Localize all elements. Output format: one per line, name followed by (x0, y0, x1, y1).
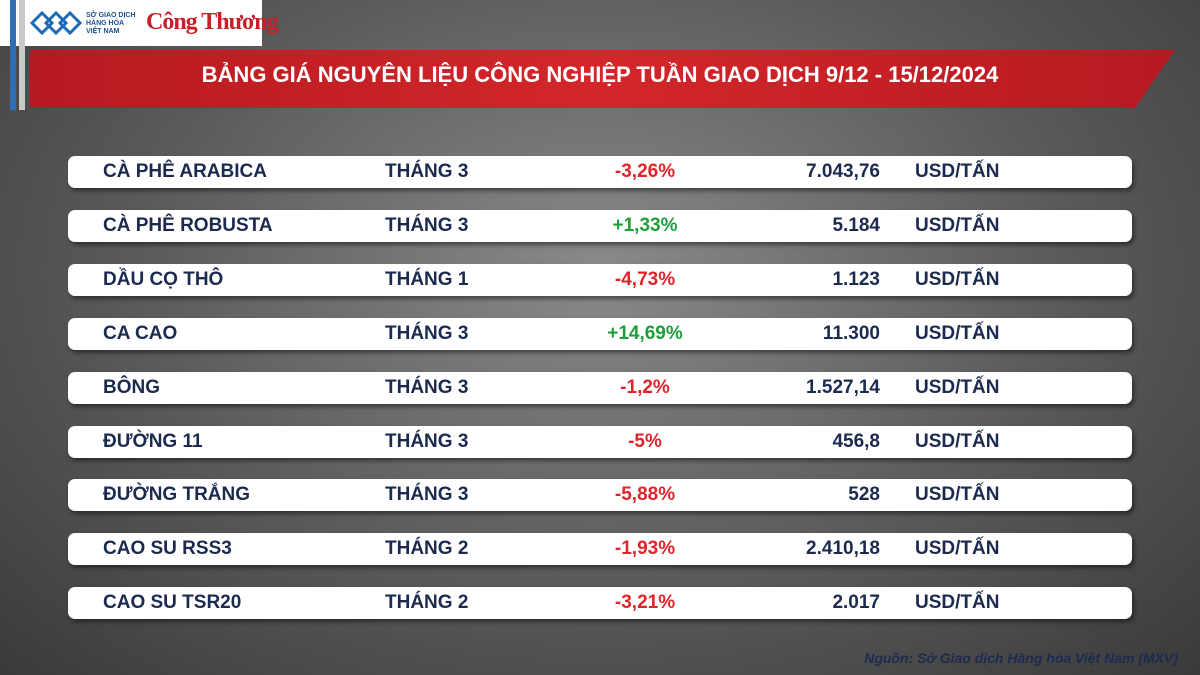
table-row: ĐƯỜNG 11 THÁNG 3 -5% 456,8 USD/TẤN (68, 425, 1132, 458)
price: 1.527,14 (806, 376, 880, 398)
contract-month: THÁNG 3 (385, 322, 469, 344)
change: +1,33% (612, 214, 678, 236)
unit: USD/TẤN (915, 430, 1000, 452)
table-row: BÔNG THÁNG 3 -1,2% 1.527,14 USD/TẤN (68, 371, 1132, 404)
change: -5% (628, 430, 662, 452)
change: -4,73% (614, 268, 676, 290)
price: 2.017 (832, 592, 880, 614)
contract-month: THÁNG 3 (385, 214, 469, 236)
source: Nguồn: Sở Giao dịch Hàng hóa Việt Nam (M… (864, 650, 1178, 666)
commodity: DẦU CỌ THÔ (103, 268, 224, 290)
price: 456,8 (832, 430, 880, 452)
contract-month: THÁNG 2 (385, 592, 469, 614)
table-row: DẦU CỌ THÔ THÁNG 1 -4,73% 1.123 USD/TẤN (68, 263, 1132, 296)
commodity: CÀ PHÊ ROBUSTA (103, 214, 273, 236)
unit: USD/TẤN (915, 214, 1000, 236)
logo-line: SỞ GIAO DỊCH (86, 12, 136, 19)
logo-text: SỞ GIAO DỊCH HÀNG HÓA VIỆT NAM (86, 12, 136, 36)
logo-icon (30, 10, 82, 36)
logo-box (0, 0, 262, 46)
change: -1,2% (620, 376, 670, 398)
title: BẢNG GIÁ NGUYÊN LIỆU CÔNG NGHIỆP TUẦN GI… (201, 62, 999, 87)
table-row: CÀ PHÊ ROBUSTA THÁNG 3 +1,33% 5.184 USD/TẤN (68, 209, 1132, 242)
change: -3,26% (614, 161, 676, 182)
price: 2.410,18 (806, 538, 880, 560)
table-row: CA CAO THÁNG 3 +14,69% 11.300 USD/TẤN (68, 317, 1132, 350)
commodity: CAO SU TSR20 (103, 592, 242, 614)
price: 7.043,76 (806, 161, 880, 182)
change: +14,69% (607, 322, 683, 344)
commodity: ĐƯỜNG TRẮNG (103, 484, 251, 506)
unit: USD/TẤN (915, 592, 1000, 614)
title-banner (30, 50, 1175, 108)
contract-month: THÁNG 3 (385, 484, 469, 506)
accent-bar (10, 0, 16, 110)
unit: USD/TẤN (915, 538, 1000, 560)
contract-month: THÁNG 3 (385, 430, 469, 452)
unit: USD/TẤN (915, 376, 1000, 398)
commodity: ĐƯỜNG 11 (103, 430, 203, 452)
price: 5.184 (832, 214, 880, 236)
change: -3,21% (614, 592, 676, 614)
logo-line: HÀNG HÓA (86, 20, 125, 27)
commodity: CA CAO (103, 322, 178, 344)
contract-month: THÁNG 1 (385, 268, 469, 290)
table-row: CAO SU RSS3 THÁNG 2 -1,93% 2.410,18 USD/TẤN (68, 533, 1132, 566)
contract-month: THÁNG 3 (385, 161, 469, 182)
price: 11.300 (822, 322, 880, 344)
logo-line: VIỆT NAM (86, 28, 120, 35)
brand: Công Thương (146, 9, 279, 35)
price: 1.123 (832, 268, 880, 290)
accent-bar (19, 0, 25, 110)
table-row: CÀ PHÊ ARABICA THÁNG 3 -3,26% 7.043,76 USD/T… (68, 156, 1132, 188)
commodity: CÀ PHÊ ARABICA (103, 161, 267, 182)
table-row: ĐƯỜNG TRẮNG THÁNG 3 -5,88% 528 USD/TẤN (68, 479, 1132, 512)
change: -5,88% (614, 484, 676, 506)
commodity: CAO SU RSS3 (103, 538, 232, 560)
price: 528 (848, 484, 880, 506)
unit: USD/TẤN (915, 268, 1000, 290)
contract-month: THÁNG 2 (385, 538, 469, 560)
commodity: BÔNG (103, 376, 160, 398)
contract-month: THÁNG 3 (385, 376, 469, 398)
unit: USD/TẤN (915, 161, 1000, 182)
unit: USD/TẤN (915, 484, 1000, 506)
unit: USD/TẤN (915, 322, 1000, 344)
table-row: CAO SU TSR20 THÁNG 2 -3,21% 2.017 USD/TẤN (68, 587, 1132, 620)
change: -1,93% (614, 538, 676, 560)
